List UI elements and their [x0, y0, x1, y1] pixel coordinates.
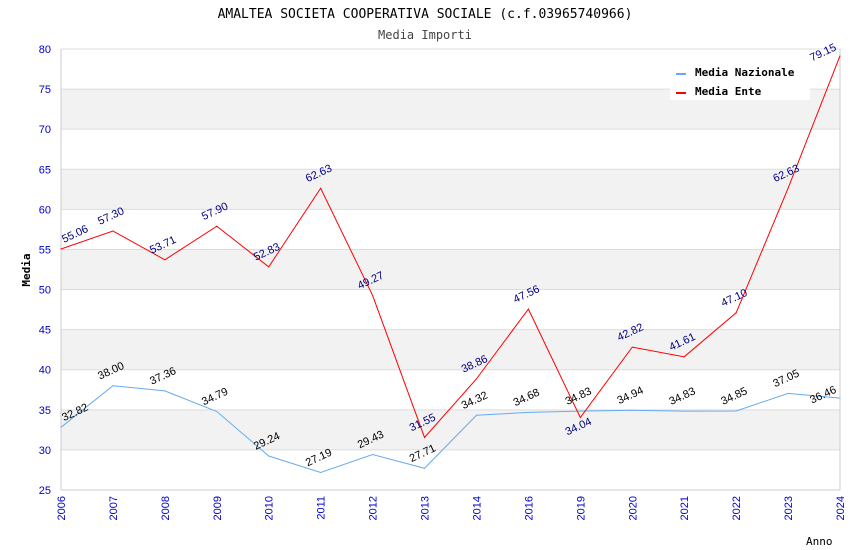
data-point: [527, 308, 529, 310]
y-tick-label: 35: [39, 405, 51, 417]
data-point: [112, 385, 114, 387]
data-label: 34.94: [615, 385, 645, 408]
x-tick-label: 2010: [264, 496, 276, 520]
x-tick-label: 2024: [835, 496, 847, 520]
chart-title: AMALTEA SOCIETA COOPERATIVA SOCIALE (c.f…: [218, 7, 633, 22]
x-tick-label: 2014: [471, 496, 483, 520]
data-point: [372, 453, 374, 455]
data-point: [164, 259, 166, 261]
y-tick-label: 70: [39, 124, 51, 136]
chart-subtitle: Media Importi: [378, 28, 472, 42]
data-point: [320, 187, 322, 189]
x-tick-label: 2021: [679, 496, 691, 520]
x-tick-label: 2007: [108, 496, 120, 520]
data-point: [787, 392, 789, 394]
x-tick-label: 2006: [56, 496, 68, 520]
data-label: 34.83: [667, 385, 697, 408]
legend: Media Nazionale Media Ente: [670, 58, 810, 100]
data-point: [164, 390, 166, 392]
x-tick-label: 2011: [316, 496, 328, 520]
x-tick-label: 2008: [160, 496, 172, 520]
y-tick-label: 40: [39, 365, 51, 377]
x-tick-label: 2012: [368, 496, 380, 520]
data-point: [735, 312, 737, 314]
data-label: 34.83: [564, 385, 594, 408]
data-point: [424, 467, 426, 469]
data-point: [839, 397, 841, 399]
data-label: 34.85: [719, 385, 749, 408]
data-point: [527, 411, 529, 413]
data-point: [216, 411, 218, 413]
data-point: [579, 417, 581, 419]
data-label: 47.10: [719, 287, 749, 310]
x-tick-label: 2016: [523, 496, 535, 520]
data-point: [475, 378, 477, 380]
y-tick-label: 65: [39, 164, 51, 176]
series-line-media-ente: [60, 55, 841, 439]
data-label: 79.15: [808, 42, 838, 65]
x-tick-label: 2013: [420, 496, 432, 520]
data-point: [216, 225, 218, 227]
data-point: [268, 266, 270, 268]
legend-label: Media Ente: [695, 85, 762, 98]
data-point: [631, 409, 633, 411]
data-point: [320, 471, 322, 473]
x-tick-label: 2019: [575, 496, 587, 520]
x-tick-label: 2009: [212, 496, 224, 520]
grid-band: [61, 409, 840, 450]
data-point: [372, 294, 374, 296]
data-point: [268, 455, 270, 457]
data-label: 55.06: [60, 223, 90, 246]
x-axis-label: Anno: [806, 535, 833, 548]
y-tick-label: 30: [39, 445, 51, 457]
data-label: 36.46: [808, 384, 838, 407]
data-label: 34.79: [200, 386, 230, 409]
data-point: [112, 230, 114, 232]
y-tick-label: 75: [39, 84, 51, 96]
y-tick-label: 45: [39, 325, 51, 337]
series-line-media-nazionale: [60, 385, 841, 473]
data-point: [735, 410, 737, 412]
grid-band: [61, 169, 840, 210]
x-tick-label: 2023: [783, 496, 795, 520]
y-tick-label: 50: [39, 285, 51, 297]
data-point: [683, 356, 685, 358]
data-point: [475, 414, 477, 416]
y-tick-label: 25: [39, 485, 51, 497]
grid-band: [61, 329, 840, 370]
data-label: 37.05: [771, 368, 801, 391]
data-point: [787, 187, 789, 189]
data-point: [424, 436, 426, 438]
data-label: 34.68: [512, 387, 542, 410]
y-tick-label: 60: [39, 204, 51, 216]
y-axis-label: Media: [20, 253, 33, 286]
data-point: [579, 410, 581, 412]
data-point: [631, 346, 633, 348]
data-point: [683, 410, 685, 412]
data-point: [60, 426, 62, 428]
grid-band: [61, 249, 840, 290]
legend-box: [670, 58, 810, 100]
data-point: [60, 248, 62, 250]
legend-label: Media Nazionale: [695, 66, 795, 79]
data-point: [839, 55, 841, 57]
y-tick-label: 55: [39, 244, 51, 256]
x-tick-label: 2020: [627, 496, 639, 520]
y-tick-label: 80: [39, 44, 51, 56]
x-tick-label: 2022: [731, 496, 743, 520]
